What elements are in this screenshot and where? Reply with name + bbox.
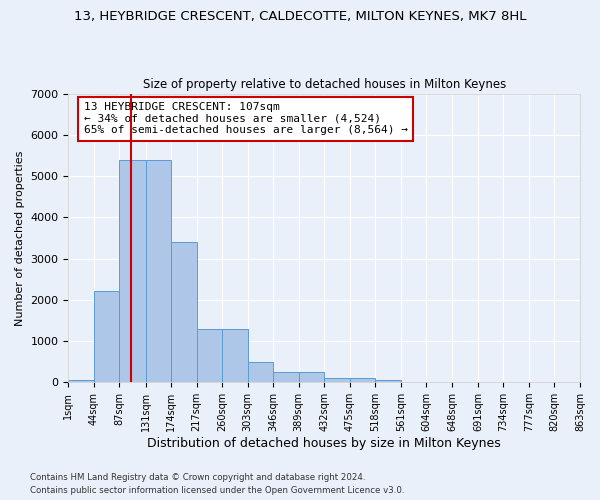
Y-axis label: Number of detached properties: Number of detached properties bbox=[15, 150, 25, 326]
Bar bbox=[350, 378, 375, 382]
X-axis label: Distribution of detached houses by size in Milton Keynes: Distribution of detached houses by size … bbox=[148, 437, 501, 450]
Text: 13 HEYBRIDGE CRESCENT: 107sqm
← 34% of detached houses are smaller (4,524)
65% o: 13 HEYBRIDGE CRESCENT: 107sqm ← 34% of d… bbox=[84, 102, 408, 136]
Bar bbox=[146, 160, 171, 382]
Bar bbox=[94, 292, 119, 382]
Bar bbox=[68, 380, 94, 382]
Bar bbox=[248, 362, 273, 382]
Title: Size of property relative to detached houses in Milton Keynes: Size of property relative to detached ho… bbox=[143, 78, 506, 91]
Bar bbox=[324, 378, 350, 382]
Bar bbox=[375, 380, 401, 382]
Bar bbox=[273, 372, 299, 382]
Bar bbox=[222, 328, 248, 382]
Bar bbox=[119, 160, 146, 382]
Bar bbox=[299, 372, 324, 382]
Text: 13, HEYBRIDGE CRESCENT, CALDECOTTE, MILTON KEYNES, MK7 8HL: 13, HEYBRIDGE CRESCENT, CALDECOTTE, MILT… bbox=[74, 10, 526, 23]
Text: Contains HM Land Registry data © Crown copyright and database right 2024.
Contai: Contains HM Land Registry data © Crown c… bbox=[30, 474, 404, 495]
Bar bbox=[171, 242, 197, 382]
Bar bbox=[197, 328, 222, 382]
